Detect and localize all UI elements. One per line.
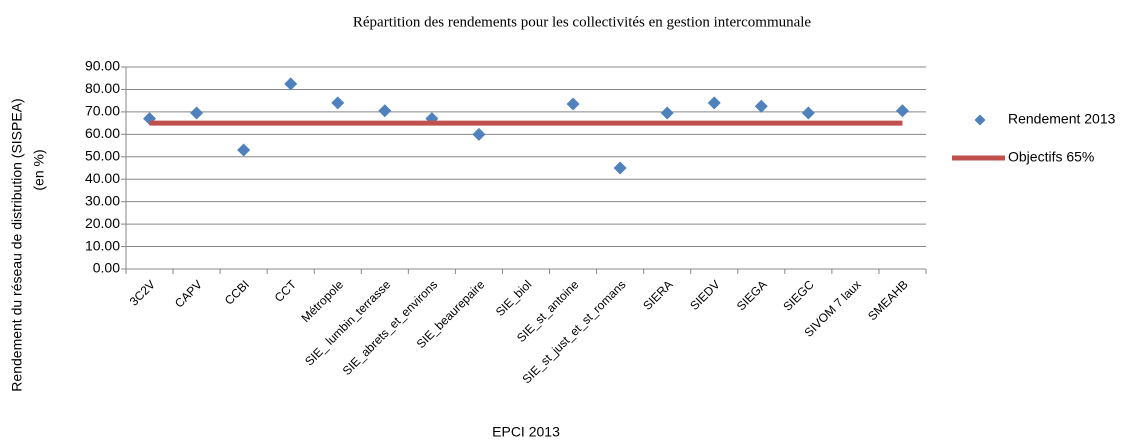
data-point (237, 143, 251, 157)
x-axis-label: EPCI 2013 (492, 424, 560, 440)
x-tick-label: SMEAHB (865, 277, 911, 323)
x-tick-label: CAPV (172, 277, 205, 310)
x-tick-label: SIE_biol (493, 277, 535, 319)
y-tick-label: 0.00 (93, 260, 120, 276)
data-point (331, 96, 345, 110)
x-tick-label: SIE_ lumbin_terrasse (302, 277, 393, 368)
y-tick-label: 80.00 (85, 80, 120, 96)
y-tick-label: 90.00 (85, 58, 120, 74)
chart-title: Répartition des rendements pour les coll… (353, 14, 812, 30)
x-tick-label: CCT (272, 277, 300, 305)
legend-label: Rendement 2013 (1008, 111, 1116, 127)
y-axis-label: Rendement du réseau de distribution (SIS… (9, 98, 25, 391)
y-tick-label: 70.00 (85, 103, 120, 119)
data-point (660, 106, 674, 120)
data-point (707, 96, 721, 110)
y-tick-label: 20.00 (85, 215, 120, 231)
data-point (895, 104, 909, 118)
data-point (754, 99, 768, 113)
data-point (378, 104, 392, 118)
y-tick-label: 10.00 (85, 237, 120, 253)
x-tick-label: CCBI (222, 277, 252, 307)
y-tick-label: 60.00 (85, 125, 120, 141)
data-point (566, 97, 580, 111)
x-tick-label: SIEGA (734, 277, 770, 313)
legend-swatch (974, 114, 986, 126)
x-tick-label: SIERA (640, 277, 675, 312)
x-tick-label: SIE_abrets_et_environs (340, 277, 440, 377)
y-tick-label: 50.00 (85, 147, 120, 163)
x-tick-label: SIEDV (687, 277, 722, 312)
legend-label: Objectifs 65% (1008, 149, 1094, 165)
y-tick-label: 30.00 (85, 192, 120, 208)
data-point (472, 127, 486, 141)
x-tick-label: 3C2V (127, 277, 158, 308)
x-tick-label: Métropole (298, 277, 346, 325)
data-point (801, 106, 815, 120)
data-point (613, 161, 627, 175)
y-axis-label: (en %) (31, 149, 47, 190)
x-tick-label: SIEGC (780, 277, 817, 314)
y-tick-label: 40.00 (85, 170, 120, 186)
data-point (284, 77, 298, 91)
data-point (190, 106, 204, 120)
